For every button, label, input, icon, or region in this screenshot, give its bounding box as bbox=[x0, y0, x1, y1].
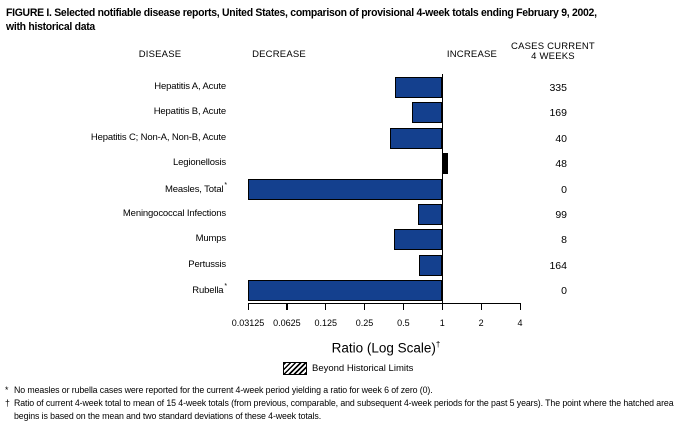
baseline-ratio-1 bbox=[441, 74, 444, 304]
disease-footnote-marker: * bbox=[224, 181, 227, 189]
column-header-disease: DISEASE bbox=[138, 49, 182, 60]
cases-current-value: 99 bbox=[555, 209, 567, 221]
x-axis-tick bbox=[364, 302, 366, 310]
disease-label: Hepatitis C; Non-A, Non-B, Acute bbox=[90, 131, 226, 143]
disease-label: Hepatitis B, Acute bbox=[153, 106, 226, 118]
footnote-dagger: † Ratio of current 4-week total to mean … bbox=[5, 397, 683, 423]
ratio-bar bbox=[418, 254, 443, 276]
cases-current-value: 48 bbox=[555, 158, 567, 171]
footnotes: * No measles or rubella cases were repor… bbox=[5, 384, 683, 422]
ratio-bar bbox=[389, 127, 443, 149]
x-tick-label: 0.0625 bbox=[273, 318, 301, 328]
column-header-decrease: DECREASE bbox=[252, 49, 306, 60]
x-tick-label: 1 bbox=[439, 318, 445, 328]
x-tick-label: 2 bbox=[478, 318, 484, 328]
footnote-asterisk-text: No measles or rubella cases were reporte… bbox=[14, 385, 433, 395]
disease-label: Pertussis bbox=[188, 258, 226, 270]
x-axis-tick bbox=[247, 302, 249, 310]
cases-current-value: 40 bbox=[555, 132, 567, 145]
hatched-swatch-icon bbox=[283, 362, 307, 375]
x-axis-tick bbox=[325, 302, 327, 310]
ratio-bar bbox=[394, 77, 443, 98]
footnote-dagger-text: Ratio of current 4-week total to mean of… bbox=[14, 397, 674, 421]
figure-title-line2: with historical data bbox=[6, 21, 95, 33]
footnote-dagger-symbol: † bbox=[5, 397, 10, 408]
figure-title-line1: FIGURE I. Selected notifiable disease re… bbox=[6, 7, 597, 19]
ratio-bar-beyond-limits bbox=[442, 153, 448, 175]
x-tick-label: 0.5 bbox=[397, 318, 410, 328]
disease-label: Mumps bbox=[195, 233, 227, 245]
ratio-bar bbox=[248, 178, 443, 200]
x-tick-label: 0.125 bbox=[314, 318, 337, 328]
x-tick-label: 0.03125 bbox=[231, 318, 265, 328]
cases-current-value: 335 bbox=[549, 82, 567, 94]
x-axis-line bbox=[248, 302, 521, 304]
x-tick-label: 4 bbox=[517, 318, 523, 328]
x-axis-tick bbox=[402, 302, 405, 310]
disease-label: Rubella* bbox=[192, 283, 227, 297]
x-axis-tick bbox=[441, 302, 443, 310]
ratio-bar bbox=[411, 102, 443, 124]
x-axis-label: Ratio (Log Scale) bbox=[331, 340, 436, 356]
disease-label: Hepatitis A, Acute bbox=[154, 81, 226, 92]
ratio-bar bbox=[418, 204, 443, 225]
cases-current-value: 169 bbox=[549, 107, 567, 120]
disease-label: Meningococcal Infections bbox=[122, 208, 226, 219]
column-header-cases-current: CASES CURRENT 4 WEEKS bbox=[511, 41, 595, 62]
x-axis-caption: Ratio (Log Scale)† bbox=[286, 340, 486, 356]
ratio-bar bbox=[248, 280, 443, 302]
x-axis-label-footnote-dagger: † bbox=[435, 340, 441, 349]
cases-current-value: 0 bbox=[561, 183, 567, 196]
column-header-increase: INCREASE bbox=[446, 49, 498, 60]
footnote-asterisk-symbol: * bbox=[5, 385, 9, 395]
x-axis-tick bbox=[480, 302, 482, 310]
cases-current-value: 0 bbox=[561, 285, 567, 298]
disease-label: Legionellosis bbox=[173, 157, 226, 169]
cases-current-value: 164 bbox=[549, 259, 567, 272]
x-axis-tick bbox=[519, 302, 521, 310]
cases-current-value: 8 bbox=[561, 234, 567, 247]
footnote-asterisk: * No measles or rubella cases were repor… bbox=[5, 384, 683, 397]
x-axis-tick bbox=[286, 302, 288, 310]
figure-title: FIGURE I. Selected notifiable disease re… bbox=[6, 6, 628, 34]
disease-label: Measles, Total* bbox=[164, 181, 227, 195]
legend-label: Beyond Historical Limits bbox=[312, 363, 414, 374]
x-tick-label: 0.25 bbox=[355, 318, 374, 328]
disease-footnote-marker: * bbox=[224, 283, 227, 291]
ratio-bar bbox=[393, 229, 443, 251]
